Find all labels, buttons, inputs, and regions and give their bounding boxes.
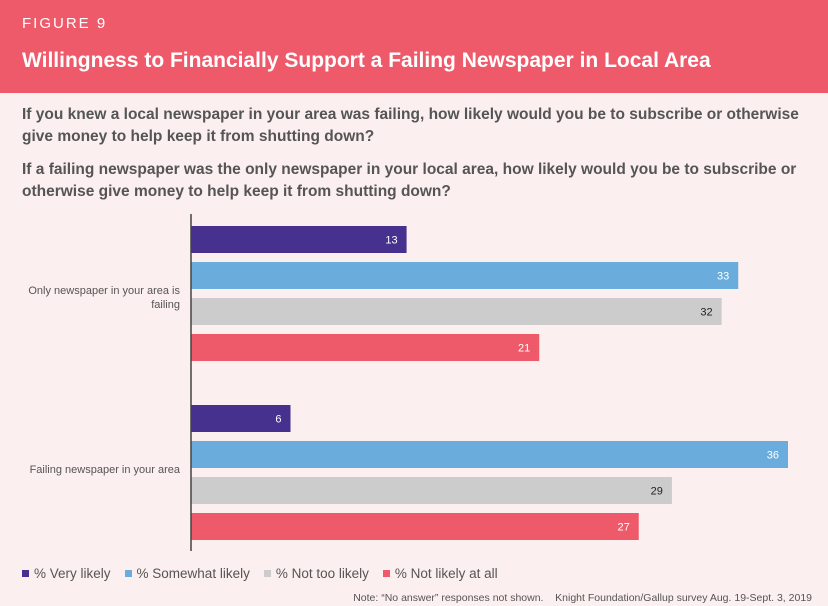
legend: % Very likely % Somewhat likely % Not to…: [22, 566, 498, 581]
bar-value-label-failing-newspaper-not-too-likely: 29: [651, 486, 663, 498]
figure-label: FIGURE 9: [22, 15, 108, 32]
legend-item-not-likely-at-all: % Not likely at all: [382, 566, 498, 581]
legend-item-very-likely: % Very likely: [22, 566, 111, 581]
bar-failing-newspaper-not-likely-at-all: [191, 513, 639, 540]
legend-swatch-somewhat-likely: [124, 570, 132, 577]
footnote: Note: “No answer” responses not shown. K…: [353, 592, 812, 604]
bar-value-label-only-newspaper-very-likely: 13: [385, 235, 397, 247]
category-label-failing-newspaper: Failing newspaper in your area: [29, 464, 180, 476]
bar-only-newspaper-not-likely-at-all: [191, 334, 540, 361]
legend-label-not-too-likely: % Not too likely: [275, 566, 369, 581]
legend-swatch-not-too-likely: [263, 570, 271, 577]
legend-item-not-too-likely: % Not too likely: [263, 566, 369, 581]
bar-only-newspaper-not-too-likely: [191, 298, 722, 325]
bar-only-newspaper-somewhat-likely: [191, 262, 739, 289]
bar-value-label-failing-newspaper-somewhat-likely: 36: [767, 450, 779, 462]
bar-value-label-only-newspaper-not-too-likely: 32: [700, 307, 712, 319]
bar-failing-newspaper-somewhat-likely: [191, 441, 788, 468]
header-banner: FIGURE 9 Willingness to Financially Supp…: [0, 0, 828, 93]
bar-failing-newspaper-not-too-likely: [191, 477, 672, 504]
bar-value-label-only-newspaper-somewhat-likely: 33: [717, 271, 729, 283]
legend-label-very-likely: % Very likely: [34, 566, 111, 581]
legend-item-somewhat-likely: % Somewhat likely: [124, 566, 250, 581]
category-label-only-newspaper: Only newspaper in your area is failing: [28, 285, 180, 311]
bar-failing-newspaper-very-likely: [191, 405, 291, 432]
bar-value-label-only-newspaper-not-likely-at-all: 21: [518, 343, 530, 355]
legend-swatch-not-likely-at-all: [382, 570, 390, 577]
bar-value-label-failing-newspaper-not-likely-at-all: 27: [618, 522, 630, 534]
legend-label-not-likely-at-all: % Not likely at all: [394, 566, 498, 581]
footnote-source: Knight Foundation/Gallup survey Aug. 19-…: [555, 592, 812, 604]
legend-swatch-very-likely: [22, 570, 29, 577]
chart-title: Willingness to Financially Support a Fai…: [22, 49, 711, 72]
bar-only-newspaper-very-likely: [191, 226, 407, 253]
bar-value-label-failing-newspaper-very-likely: 6: [275, 414, 281, 426]
question-1: If you knew a local newspaper in your ar…: [22, 106, 799, 145]
footnote-note: Note: “No answer” responses not shown.: [353, 592, 544, 604]
question-2: If a failing newspaper was the only news…: [22, 161, 797, 200]
legend-label-somewhat-likely: % Somewhat likely: [136, 566, 250, 581]
